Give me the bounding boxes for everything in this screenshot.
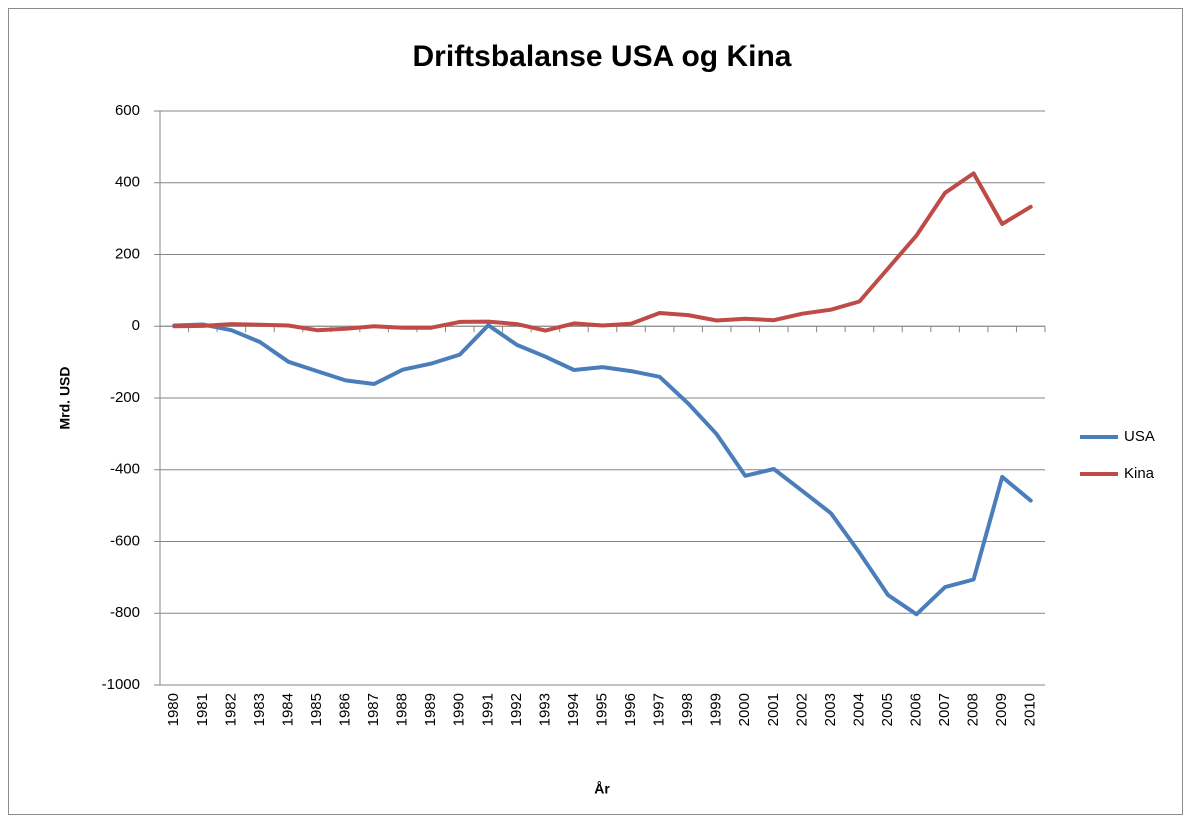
x-tick-label: 1991	[479, 693, 496, 726]
x-tick-label: 2000	[736, 693, 753, 726]
y-tick-label: -400	[110, 461, 140, 478]
x-tick-label: 1986	[337, 693, 354, 726]
x-tick-label: 1992	[508, 693, 525, 726]
x-tick-label: 1996	[622, 693, 639, 726]
x-tick-label: 1982	[222, 693, 239, 726]
chart-border	[8, 8, 1183, 815]
x-tick-label: 1997	[651, 693, 668, 726]
y-axis-title: Mrd. USD	[57, 367, 73, 430]
x-tick-label: 1999	[708, 693, 725, 726]
x-tick-label: 2005	[879, 693, 896, 726]
y-tick-label: -1000	[102, 676, 140, 693]
x-tick-label: 1980	[165, 693, 182, 726]
y-tick-label: 0	[132, 317, 140, 334]
x-tick-label: 1981	[194, 693, 211, 726]
x-tick-label: 2003	[822, 693, 839, 726]
x-tick-label: 2002	[793, 693, 810, 726]
x-axis-title: År	[594, 781, 610, 797]
x-tick-label: 1984	[279, 693, 296, 726]
legend-label: USA	[1124, 428, 1155, 445]
line-series	[172, 171, 1033, 333]
x-tick-label: 1985	[308, 693, 325, 726]
y-tick-label: -600	[110, 532, 140, 549]
x-tick-label: 2007	[936, 693, 953, 726]
y-tick-label: 400	[115, 174, 140, 191]
x-tick-label: 1998	[679, 693, 696, 726]
x-tick-label: 1989	[422, 693, 439, 726]
x-tick-label: 2010	[1022, 693, 1039, 726]
x-tick-label: 2004	[850, 693, 867, 726]
x-tick-label: 2006	[908, 693, 925, 726]
x-tick-label: 1983	[251, 693, 268, 726]
x-tick-label: 1994	[565, 693, 582, 726]
x-tick-label: 1987	[365, 693, 382, 726]
x-tick-label: 2008	[965, 693, 982, 726]
legend-label: Kina	[1124, 465, 1155, 482]
y-tick-label: -200	[110, 389, 140, 406]
x-tick-label: 2001	[765, 693, 782, 726]
chart-title: Driftsbalanse USA og Kina	[413, 40, 792, 73]
y-tick-label: 200	[115, 245, 140, 262]
x-tick-label: 1995	[593, 693, 610, 726]
x-tick-label: 1988	[394, 693, 411, 726]
x-tick-label: 2009	[993, 693, 1010, 726]
y-tick-label: -800	[110, 604, 140, 621]
x-tick-label: 1990	[451, 693, 468, 726]
y-tick-label: 600	[115, 102, 140, 119]
line-series	[172, 322, 1033, 617]
x-tick-label: 1993	[536, 693, 553, 726]
